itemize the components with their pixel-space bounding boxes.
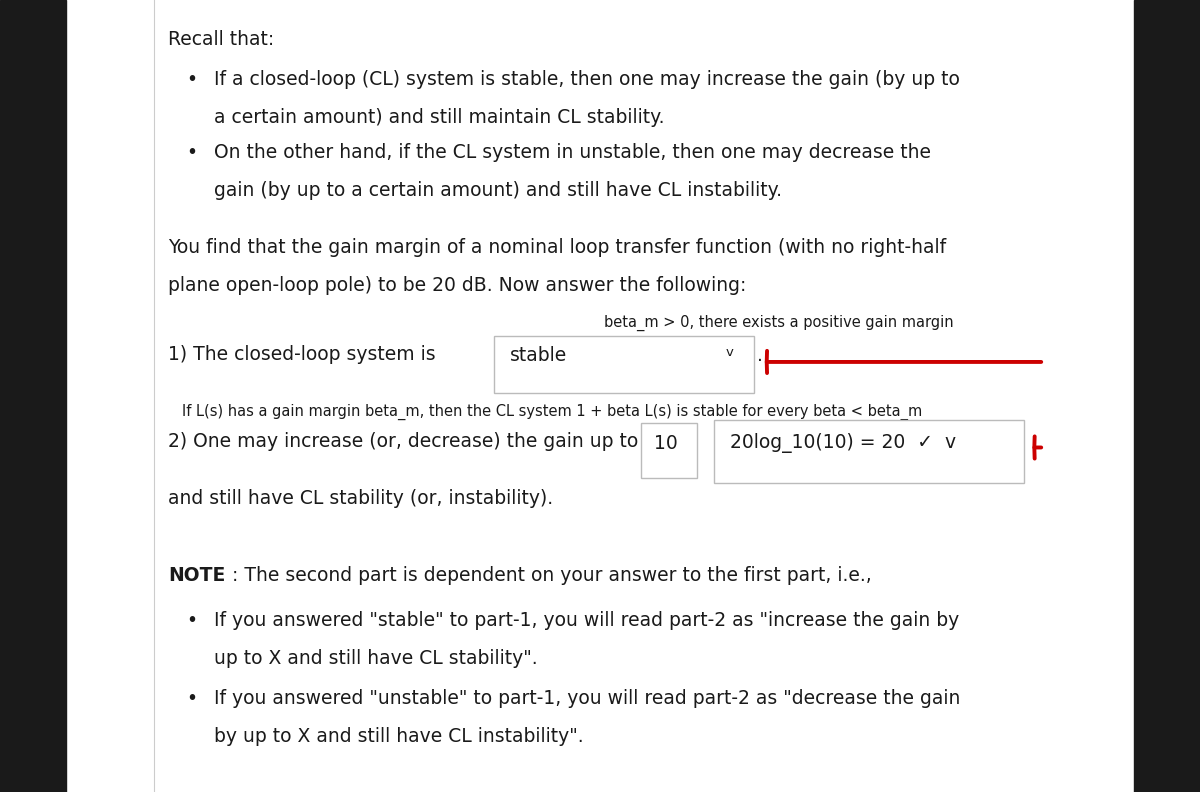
Text: by up to X and still have CL instability".: by up to X and still have CL instability… bbox=[214, 727, 583, 746]
Text: •: • bbox=[186, 70, 197, 89]
Text: v: v bbox=[726, 346, 734, 359]
Text: up to X and still have CL stability".: up to X and still have CL stability". bbox=[214, 649, 538, 668]
Text: : The second part is dependent on your answer to the first part, i.e.,: : The second part is dependent on your a… bbox=[232, 566, 871, 585]
Text: 10: 10 bbox=[654, 434, 678, 453]
Text: stable: stable bbox=[510, 346, 568, 365]
Text: 20log_10(10) = 20  ✓  v: 20log_10(10) = 20 ✓ v bbox=[730, 433, 955, 453]
Text: plane open-loop pole) to be 20 dB. Now answer the following:: plane open-loop pole) to be 20 dB. Now a… bbox=[168, 276, 746, 295]
Text: If L(s) has a gain margin beta_m, then the CL system 1 + beta L(s) is stable for: If L(s) has a gain margin beta_m, then t… bbox=[182, 404, 923, 420]
Text: Recall that:: Recall that: bbox=[168, 30, 275, 49]
FancyBboxPatch shape bbox=[494, 336, 754, 393]
Text: If you answered "stable" to part-1, you will read part-2 as "increase the gain b: If you answered "stable" to part-1, you … bbox=[214, 611, 959, 630]
FancyBboxPatch shape bbox=[714, 420, 1024, 483]
Bar bbox=[1134, 0, 1200, 792]
Text: gain (by up to a certain amount) and still have CL instability.: gain (by up to a certain amount) and sti… bbox=[214, 181, 781, 200]
Text: .: . bbox=[757, 346, 763, 365]
Text: If you answered "unstable" to part-1, you will read part-2 as "decrease the gain: If you answered "unstable" to part-1, yo… bbox=[214, 689, 960, 708]
Text: 1) The closed-loop system is: 1) The closed-loop system is bbox=[168, 345, 442, 364]
Text: a certain amount) and still maintain CL stability.: a certain amount) and still maintain CL … bbox=[214, 108, 664, 127]
FancyBboxPatch shape bbox=[641, 423, 697, 478]
Text: •: • bbox=[186, 689, 197, 708]
Text: You find that the gain margin of a nominal loop transfer function (with no right: You find that the gain margin of a nomin… bbox=[168, 238, 946, 257]
Text: •: • bbox=[186, 611, 197, 630]
Text: 2) One may increase (or, decrease) the gain up to: 2) One may increase (or, decrease) the g… bbox=[168, 432, 644, 451]
Text: beta_m > 0, there exists a positive gain margin: beta_m > 0, there exists a positive gain… bbox=[605, 314, 954, 330]
Text: and still have CL stability (or, instability).: and still have CL stability (or, instabi… bbox=[168, 489, 553, 508]
Text: •: • bbox=[186, 143, 197, 162]
Text: If a closed-loop (CL) system is stable, then one may increase the gain (by up to: If a closed-loop (CL) system is stable, … bbox=[214, 70, 960, 89]
Bar bbox=[0, 0, 66, 792]
Text: NOTE: NOTE bbox=[168, 566, 226, 585]
Text: On the other hand, if the CL system in unstable, then one may decrease the: On the other hand, if the CL system in u… bbox=[214, 143, 931, 162]
